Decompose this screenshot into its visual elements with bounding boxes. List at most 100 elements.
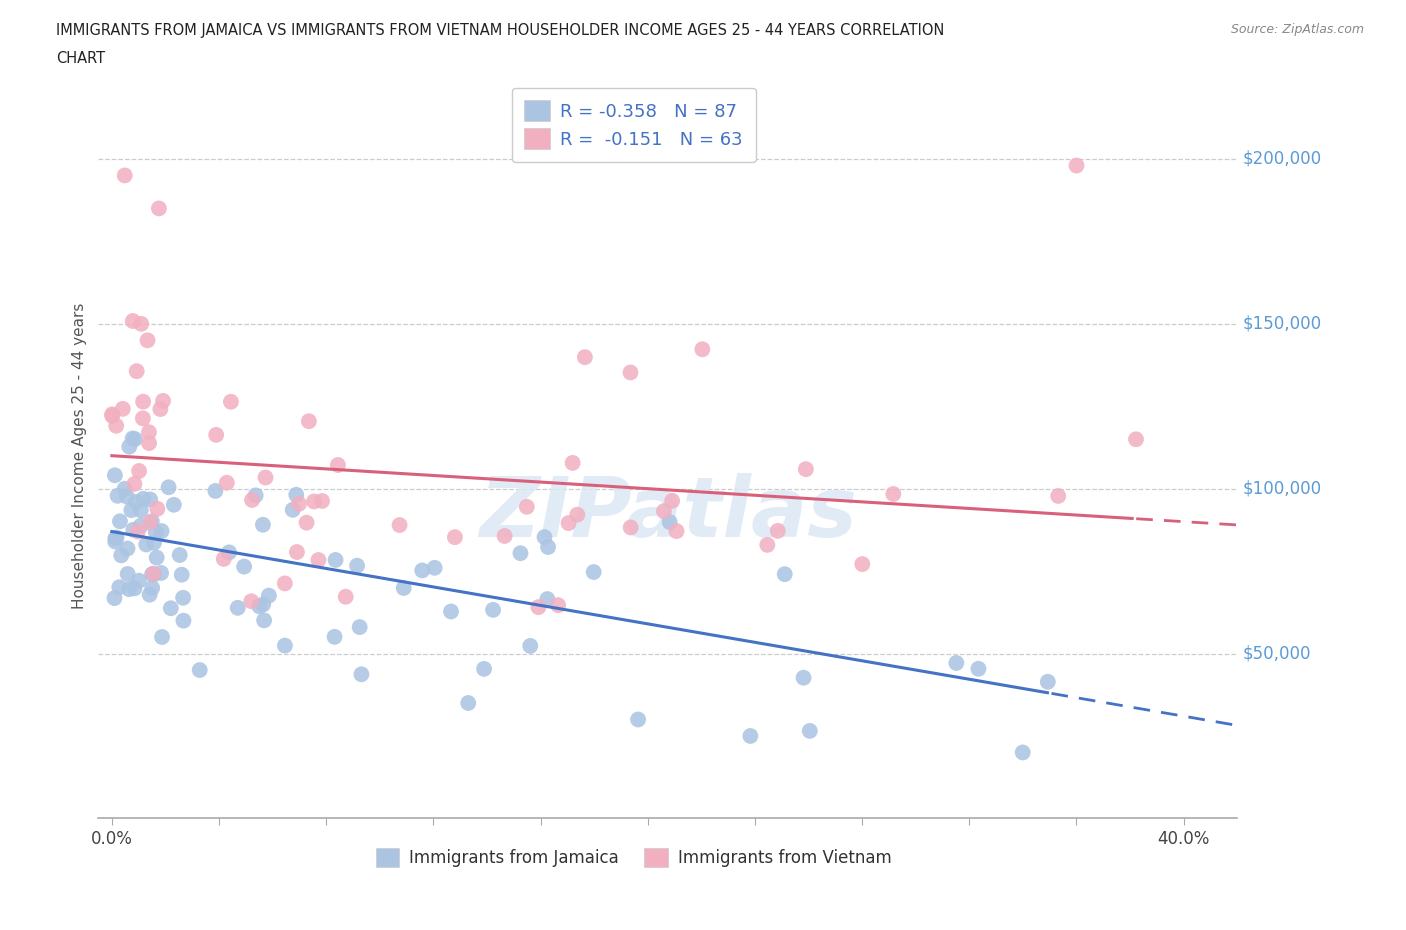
Point <box>288 497 311 512</box>
Point <box>129 518 152 533</box>
Legend: Immigrants from Jamaica, Immigrants from Vietnam: Immigrants from Jamaica, Immigrants from… <box>368 840 900 875</box>
Point <box>111 402 134 417</box>
Point <box>132 411 155 426</box>
Point <box>105 418 128 433</box>
Point <box>141 566 163 581</box>
Point <box>440 604 463 619</box>
Point <box>138 425 160 440</box>
Point <box>150 565 173 580</box>
Text: $150,000: $150,000 <box>1243 315 1322 333</box>
Point <box>139 492 162 507</box>
Point <box>295 515 318 530</box>
Point <box>240 594 263 609</box>
Point <box>104 534 127 549</box>
Point <box>103 591 125 605</box>
Point <box>323 630 346 644</box>
Point <box>107 488 129 503</box>
Point <box>118 439 141 454</box>
Text: IMMIGRANTS FROM JAMAICA VS IMMIGRANTS FROM VIETNAM HOUSEHOLDER INCOME AGES 25 - : IMMIGRANTS FROM JAMAICA VS IMMIGRANTS FR… <box>56 23 945 38</box>
Point <box>1066 158 1088 173</box>
Point <box>188 663 211 678</box>
Point <box>127 524 149 538</box>
Point <box>325 552 347 567</box>
Point <box>516 499 538 514</box>
Point <box>117 541 139 556</box>
Point <box>128 573 150 588</box>
Point <box>129 316 152 331</box>
Point <box>349 619 371 634</box>
Point <box>335 590 357 604</box>
Point <box>247 599 270 614</box>
Point <box>533 529 555 544</box>
Point <box>665 524 688 538</box>
Point <box>204 484 226 498</box>
Point <box>1047 488 1070 503</box>
Point <box>108 514 131 529</box>
Point <box>527 600 550 615</box>
Point <box>519 639 541 654</box>
Point <box>105 530 128 545</box>
Point <box>740 728 762 743</box>
Point <box>152 393 174 408</box>
Point <box>298 414 321 429</box>
Point <box>129 503 152 518</box>
Point <box>281 502 304 517</box>
Point <box>794 461 817 476</box>
Point <box>652 504 675 519</box>
Point <box>274 576 297 591</box>
Point <box>117 566 139 581</box>
Point <box>146 501 169 516</box>
Point <box>132 491 155 506</box>
Point <box>125 495 148 510</box>
Point <box>142 567 165 582</box>
Point <box>509 546 531 561</box>
Point <box>169 548 191 563</box>
Point <box>482 603 505 618</box>
Point <box>967 661 990 676</box>
Point <box>326 458 349 472</box>
Point <box>457 696 479 711</box>
Text: ZIPatlas: ZIPatlas <box>479 473 856 554</box>
Point <box>148 201 170 216</box>
Y-axis label: Householder Income Ages 25 - 44 years: Householder Income Ages 25 - 44 years <box>72 302 87 609</box>
Point <box>104 531 127 546</box>
Point <box>218 545 240 560</box>
Point <box>311 494 333 509</box>
Point <box>756 538 779 552</box>
Point <box>172 613 194 628</box>
Point <box>118 582 141 597</box>
Point <box>620 520 643 535</box>
Point <box>125 364 148 379</box>
Point <box>124 581 146 596</box>
Point <box>388 518 411 533</box>
Point <box>619 365 641 379</box>
Point <box>115 489 138 504</box>
Point <box>574 350 596 365</box>
Point <box>494 528 516 543</box>
Point <box>1125 432 1147 446</box>
Point <box>233 559 256 574</box>
Point <box>110 548 132 563</box>
Point <box>254 470 277 485</box>
Point <box>205 428 228 443</box>
Point <box>170 567 193 582</box>
Point <box>627 712 650 727</box>
Point <box>226 601 249 616</box>
Point <box>132 394 155 409</box>
Point <box>661 494 683 509</box>
Point <box>141 514 163 529</box>
Text: $100,000: $100,000 <box>1243 480 1322 498</box>
Point <box>104 468 127 483</box>
Point <box>392 580 415 595</box>
Point <box>557 515 579 530</box>
Point <box>145 551 167 565</box>
Point <box>882 486 904 501</box>
Point <box>274 638 297 653</box>
Point <box>114 482 136 497</box>
Point <box>537 539 560 554</box>
Point <box>124 476 146 491</box>
Point <box>150 524 173 538</box>
Point <box>145 525 167 539</box>
Point <box>245 488 267 503</box>
Point <box>773 566 796 581</box>
